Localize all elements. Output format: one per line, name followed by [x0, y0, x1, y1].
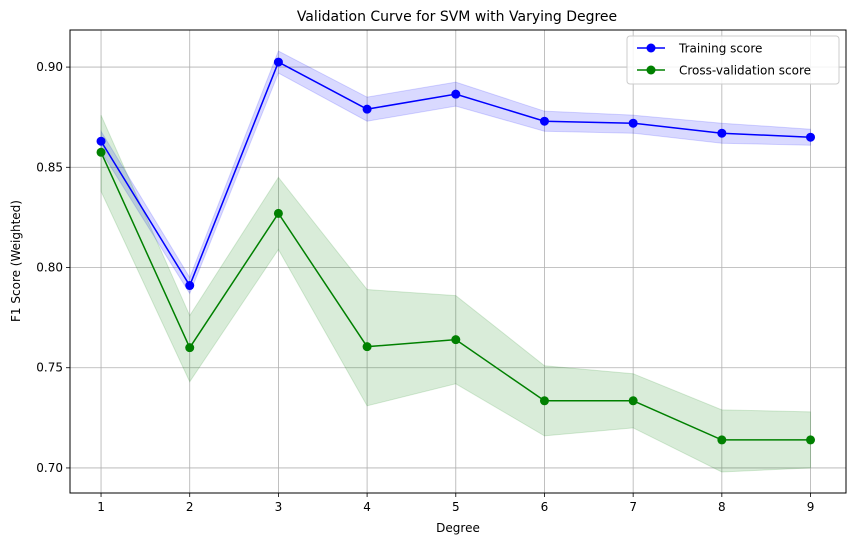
- series-points: [96, 57, 816, 445]
- point-training: [628, 118, 638, 128]
- point-training: [806, 132, 816, 142]
- chart-title: Validation Curve for SVM with Varying De…: [297, 9, 617, 25]
- point-training: [451, 89, 461, 99]
- band-training: [100, 50, 812, 295]
- legend-label-training: Training score: [678, 42, 762, 56]
- y-tick-label: 0.80: [36, 261, 63, 275]
- band-cross-validation: [100, 114, 812, 473]
- legend-marker-training: [646, 43, 656, 53]
- point-training: [273, 57, 283, 67]
- x-tick-label: 1: [97, 500, 105, 514]
- legend-label-cross-validation: Cross-validation score: [679, 64, 811, 78]
- y-tick-label: 0.85: [36, 160, 63, 174]
- grid-lines: [70, 30, 846, 493]
- point-cross-validation: [628, 396, 638, 406]
- y-axis-title: F1 Score (Weighted): [9, 200, 23, 322]
- point-cross-validation: [96, 147, 106, 157]
- x-tick-label: 5: [452, 500, 460, 514]
- point-cross-validation: [185, 343, 195, 353]
- x-tick-label: 3: [275, 500, 283, 514]
- point-training: [717, 128, 727, 138]
- x-tick-label: 2: [186, 500, 194, 514]
- y-tick-label: 0.75: [36, 361, 63, 375]
- point-cross-validation: [362, 342, 372, 352]
- point-training: [185, 281, 195, 291]
- x-axis-ticks: 1 2 3 4 5 6 7 8 9: [97, 493, 814, 514]
- x-tick-label: 6: [541, 500, 549, 514]
- x-tick-label: 4: [363, 500, 371, 514]
- legend-marker-cross-validation: [646, 65, 656, 75]
- confidence-bands: [100, 50, 812, 473]
- point-training: [539, 116, 549, 126]
- point-training: [362, 104, 372, 114]
- x-axis-title: Degree: [436, 521, 480, 535]
- x-tick-label: 8: [718, 500, 726, 514]
- point-cross-validation: [806, 435, 816, 445]
- legend-box: [626, 35, 840, 85]
- x-tick-label: 9: [807, 500, 815, 514]
- plot-frame: [69, 29, 847, 494]
- point-cross-validation: [451, 335, 461, 345]
- y-axis-ticks: 0.70 0.75 0.80 0.85 0.90: [36, 60, 70, 475]
- y-tick-label: 0.90: [36, 60, 63, 74]
- point-cross-validation: [273, 208, 283, 218]
- y-tick-label: 0.70: [36, 461, 63, 475]
- point-cross-validation: [717, 435, 727, 445]
- x-tick-label: 7: [629, 500, 637, 514]
- point-cross-validation: [539, 396, 549, 406]
- legend: Training score Cross-validation score: [626, 35, 840, 85]
- point-training: [96, 136, 106, 146]
